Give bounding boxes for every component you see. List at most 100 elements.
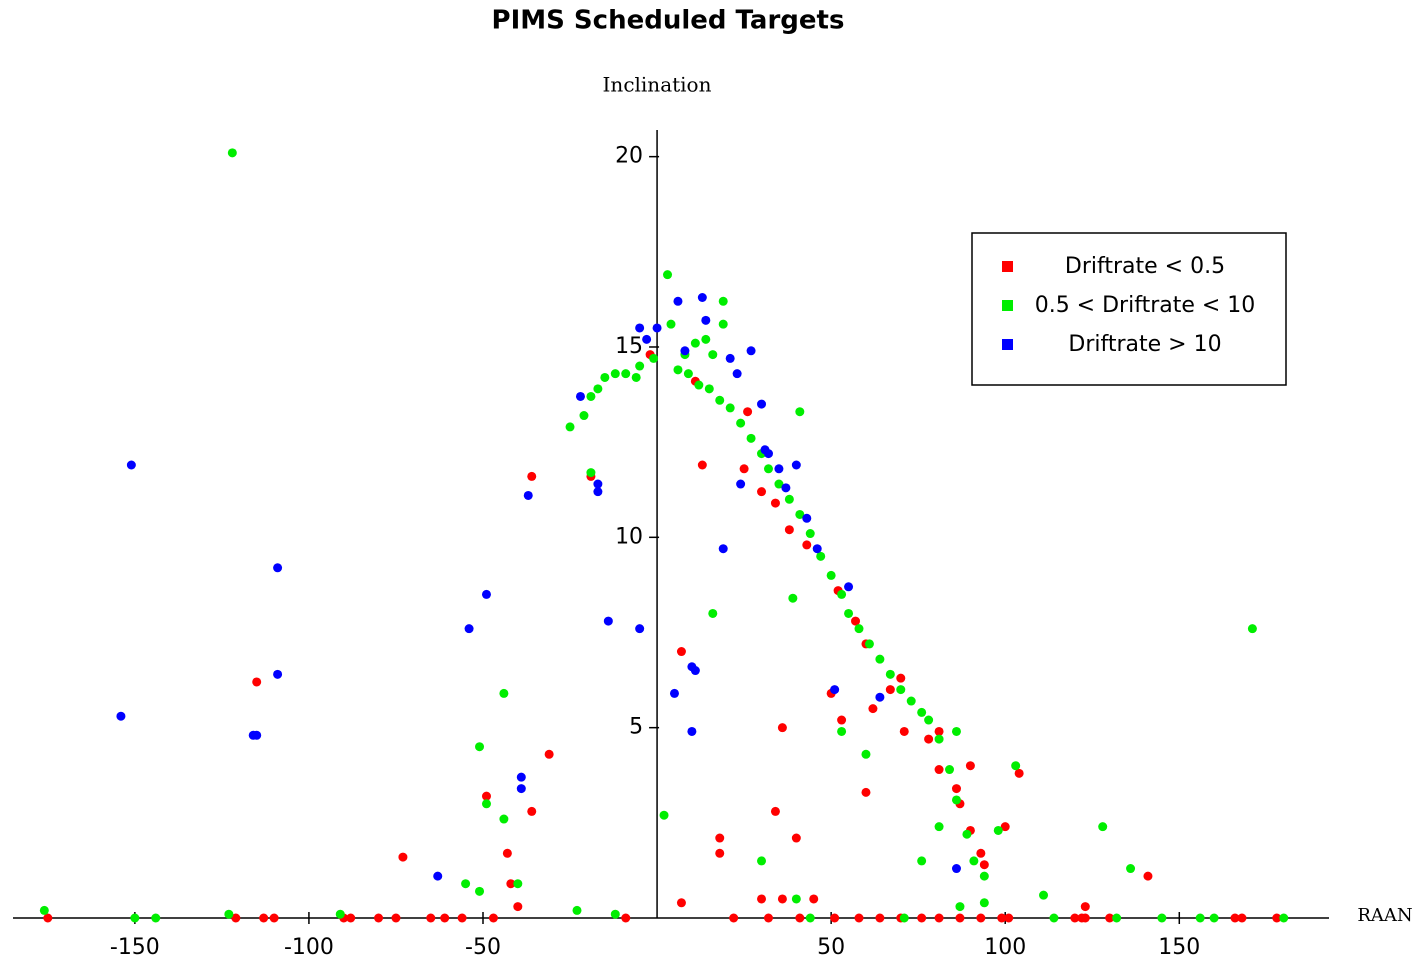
point [1126, 864, 1136, 874]
x-tick-label: -100 [284, 935, 334, 960]
point [642, 334, 652, 344]
point [1098, 822, 1108, 832]
point [951, 726, 961, 736]
point [763, 464, 773, 474]
point [774, 479, 784, 489]
point [516, 784, 526, 794]
y-tick-label: 10 [615, 524, 643, 549]
point [1049, 913, 1059, 923]
point [1237, 913, 1247, 923]
point [739, 464, 749, 474]
point [736, 418, 746, 428]
point [610, 369, 620, 379]
point [802, 540, 812, 550]
point [464, 624, 474, 634]
point [687, 726, 697, 736]
point [812, 544, 822, 554]
point [976, 848, 986, 858]
point [335, 909, 345, 919]
point [763, 449, 773, 459]
point [795, 407, 805, 417]
point [969, 856, 979, 866]
point [861, 787, 871, 797]
point [979, 871, 989, 881]
point [718, 319, 728, 329]
point [837, 715, 847, 725]
point [885, 669, 895, 679]
point [718, 544, 728, 554]
point [715, 395, 725, 405]
legend-label: 0.5 < Driftrate < 10 [1035, 293, 1256, 318]
point [715, 848, 725, 858]
point [481, 799, 491, 809]
point [725, 353, 735, 363]
point [917, 707, 927, 717]
point [1011, 761, 1021, 771]
point [725, 403, 735, 413]
x-tick-label: -50 [465, 935, 501, 960]
point [770, 806, 780, 816]
point [704, 384, 714, 394]
point [993, 825, 1003, 835]
point [603, 616, 613, 626]
point [666, 319, 676, 329]
point [586, 391, 596, 401]
point [457, 913, 467, 923]
point [1157, 913, 1167, 923]
point [1080, 902, 1090, 912]
point [151, 913, 161, 923]
point [346, 913, 356, 923]
point [896, 673, 906, 683]
point [593, 384, 603, 394]
point [227, 148, 237, 158]
point [649, 353, 659, 363]
point [875, 913, 885, 923]
point [593, 487, 603, 497]
point [809, 894, 819, 904]
point [461, 879, 471, 889]
point [39, 905, 49, 915]
point [635, 624, 645, 634]
point [934, 913, 944, 923]
point [802, 513, 812, 523]
legend-label: Driftrate < 0.5 [1065, 254, 1225, 279]
point [252, 730, 262, 740]
legend-marker [1002, 339, 1013, 350]
point [502, 848, 512, 858]
point [516, 772, 526, 782]
point [979, 898, 989, 908]
point [746, 346, 756, 356]
point [488, 913, 498, 923]
point [586, 468, 596, 478]
point [259, 913, 269, 923]
point [690, 338, 700, 348]
point [955, 913, 965, 923]
point [965, 761, 975, 771]
point [791, 833, 801, 843]
point [579, 411, 589, 421]
point [43, 913, 53, 923]
point [899, 913, 909, 923]
chart-title: PIMS Scheduled Targets [492, 6, 845, 36]
point [676, 647, 686, 657]
point [224, 909, 234, 919]
point [697, 292, 707, 302]
point [673, 365, 683, 375]
point [962, 829, 972, 839]
point [1080, 913, 1090, 923]
point [844, 582, 854, 592]
point [976, 913, 986, 923]
x-tick-label: 150 [1158, 935, 1200, 960]
point [1143, 871, 1153, 881]
point [708, 350, 718, 360]
x-axis-label: RAAN [1357, 905, 1412, 926]
point [1279, 913, 1289, 923]
point [130, 913, 140, 923]
point [499, 814, 509, 824]
point [788, 593, 798, 603]
point [805, 529, 815, 539]
point [875, 692, 885, 702]
point [729, 913, 739, 923]
x-tick-label: 50 [817, 935, 845, 960]
point [743, 407, 753, 417]
